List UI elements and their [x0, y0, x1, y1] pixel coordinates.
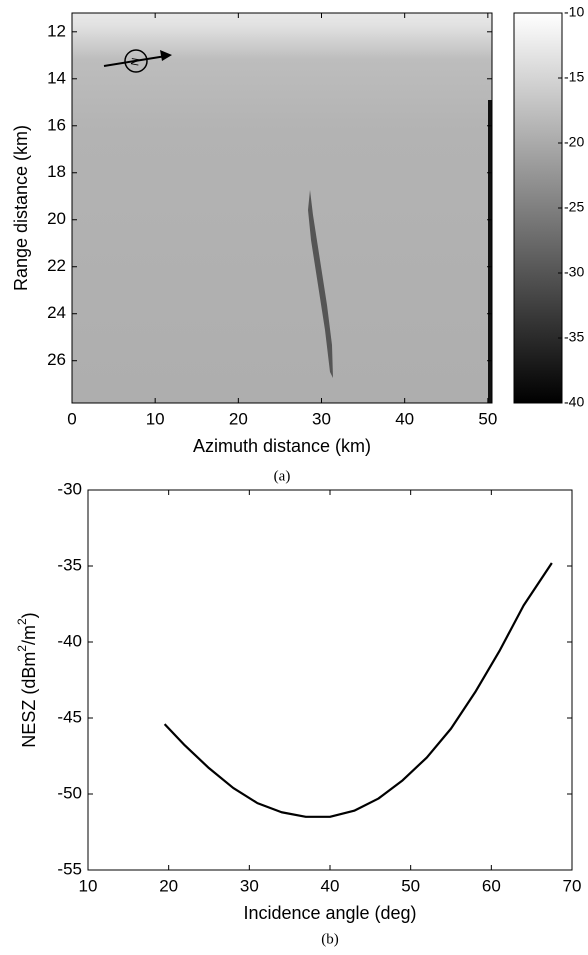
x-tick-label: 70 [563, 876, 582, 895]
y-tick-label: 20 [47, 209, 66, 228]
y-tick-label: -30 [57, 479, 82, 498]
colorbar-tick-label: -15 [564, 69, 584, 85]
x-tick-label: 20 [229, 409, 248, 428]
y-tick-label: 26 [47, 350, 66, 369]
y-tick-label: 12 [47, 21, 66, 40]
ship-wake [308, 190, 333, 378]
axes-frame-b [87, 489, 573, 871]
axes-frame-a [71, 12, 493, 404]
x-axis-label: Azimuth distance (km) [193, 436, 371, 456]
sar-image [72, 13, 492, 403]
x-tick-label: 60 [482, 876, 501, 895]
colorbar-tick-label: -40 [564, 394, 584, 410]
y-tick-label: 14 [47, 68, 66, 87]
y-tick-label: -55 [57, 859, 82, 878]
x-tick-label: 50 [401, 876, 420, 895]
y-axis-label-part: 2 [15, 645, 29, 652]
x-tick-label: 10 [79, 876, 98, 895]
colorbar-tick-label: -35 [564, 329, 584, 345]
x-tick-label: 10 [146, 409, 165, 428]
x-tick-label: 40 [395, 409, 414, 428]
caption: (b) [321, 931, 339, 947]
x-axis-label: Incidence angle (deg) [243, 903, 416, 923]
x-tick-label: 20 [159, 876, 178, 895]
y-tick-label: 22 [47, 256, 66, 275]
x-tick-label: 40 [321, 876, 340, 895]
colorbar-tick-label: -10 [564, 4, 584, 20]
x-tick-label: 0 [67, 409, 76, 428]
y-axis-label-part: /m [19, 625, 39, 645]
north-label: N [129, 57, 142, 67]
north-arrow: N [103, 49, 172, 73]
colorbar [513, 12, 563, 404]
y-tick-label: 24 [47, 303, 66, 322]
y-axis-label: NESZ (dBm2/m2) [15, 612, 39, 747]
colorbar-tick-label: -25 [564, 199, 584, 215]
y-axis-label-part: NESZ (dBm [19, 652, 39, 748]
y-tick-label: 18 [47, 162, 66, 181]
y-tick-label: -35 [57, 555, 82, 574]
image-edge [488, 100, 492, 403]
nesz-curve [163, 562, 553, 818]
x-tick-label: 30 [240, 876, 259, 895]
y-axis-label: Range distance (km) [11, 125, 31, 291]
y-axis-label-part: ) [19, 612, 39, 618]
x-tick-label: 50 [478, 409, 497, 428]
y-tick-label: -40 [57, 631, 82, 650]
colorbar-tick-label: -30 [564, 264, 584, 280]
caption: (a) [274, 468, 291, 484]
y-axis-label-part: 2 [15, 618, 29, 625]
y-tick-label: -50 [57, 783, 82, 802]
x-tick-label: 30 [312, 409, 331, 428]
y-tick-label: 16 [47, 115, 66, 134]
colorbar-tick-label: -20 [564, 134, 584, 150]
y-tick-label: -45 [57, 707, 82, 726]
